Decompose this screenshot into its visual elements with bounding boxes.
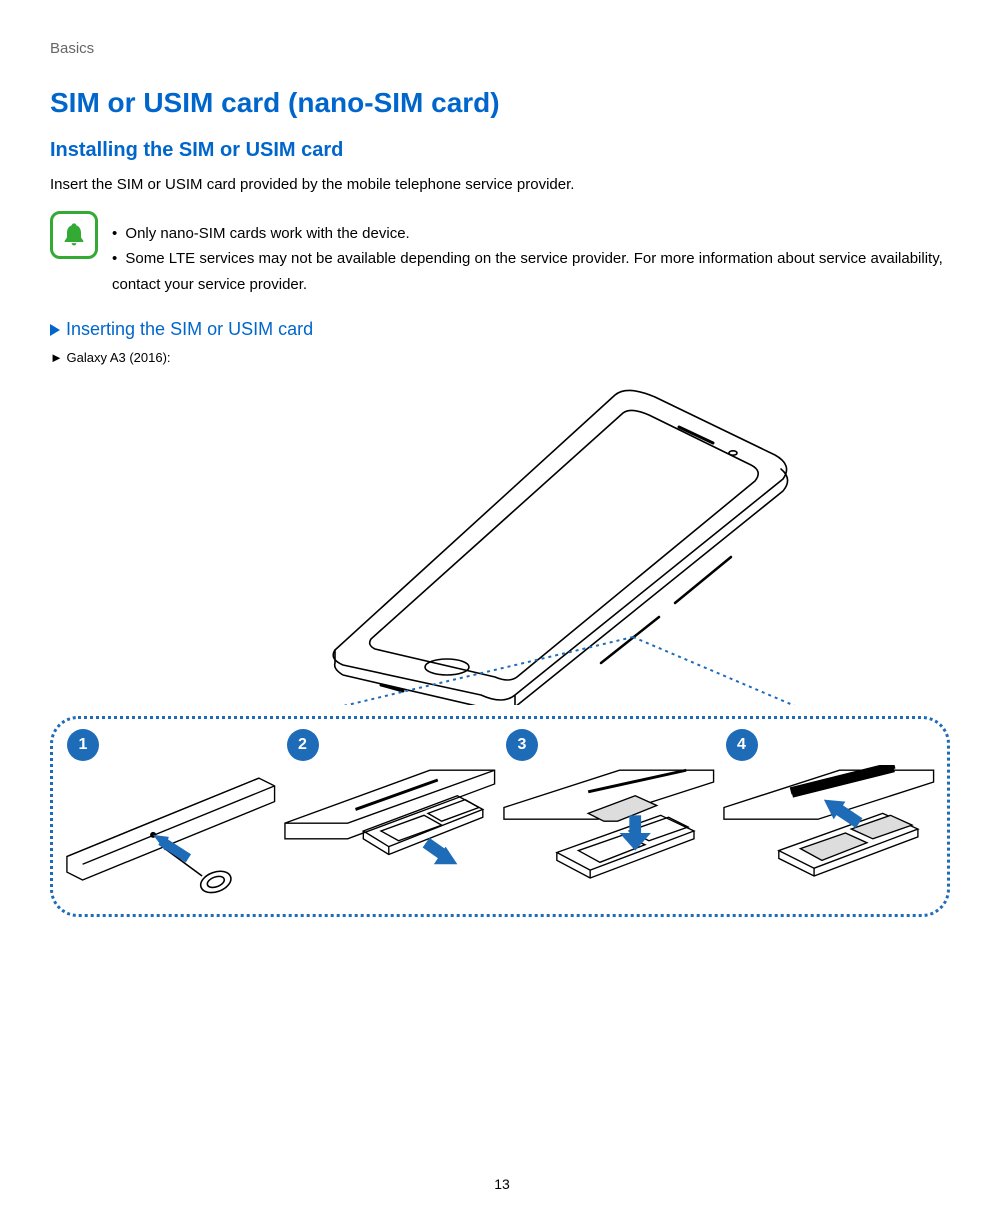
note-callout: Only nano-SIM cards work with the device… — [50, 211, 954, 298]
step-2-illustration — [283, 765, 499, 895]
install-description: Insert the SIM or USIM card provided by … — [50, 174, 954, 197]
step-panel-1: 1 — [63, 729, 279, 900]
step-3-illustration — [502, 765, 718, 895]
step-4-illustration — [722, 765, 938, 895]
callout-item: Some LTE services may not be available d… — [112, 246, 954, 297]
page-number: 13 — [0, 1176, 1004, 1192]
section-title: SIM or USIM card (nano-SIM card) — [50, 87, 954, 119]
callout-item: Only nano-SIM cards work with the device… — [112, 221, 954, 247]
phone-diagram — [50, 365, 950, 710]
bell-icon — [50, 211, 98, 259]
step-1-illustration — [63, 765, 279, 895]
step-panel-4: 4 — [722, 729, 938, 900]
model-label: ► Galaxy A3 (2016): — [50, 350, 954, 365]
install-title: Installing the SIM or USIM card — [50, 139, 954, 162]
step-panel-2: 2 — [283, 729, 499, 900]
step-number-badge: 4 — [726, 729, 758, 761]
step-panel-3: 3 — [502, 729, 718, 900]
step-number-badge: 1 — [67, 729, 99, 761]
step-number-badge: 2 — [287, 729, 319, 761]
inserting-title: Inserting the SIM or USIM card — [50, 319, 954, 340]
callout-list: Only nano-SIM cards work with the device… — [112, 211, 954, 298]
steps-callout-box: 1 — [50, 716, 950, 917]
triangle-bullet-icon — [50, 324, 60, 336]
page-header-section: Basics — [50, 40, 954, 57]
diagram-area: 1 — [50, 365, 950, 917]
step-number-badge: 3 — [506, 729, 538, 761]
